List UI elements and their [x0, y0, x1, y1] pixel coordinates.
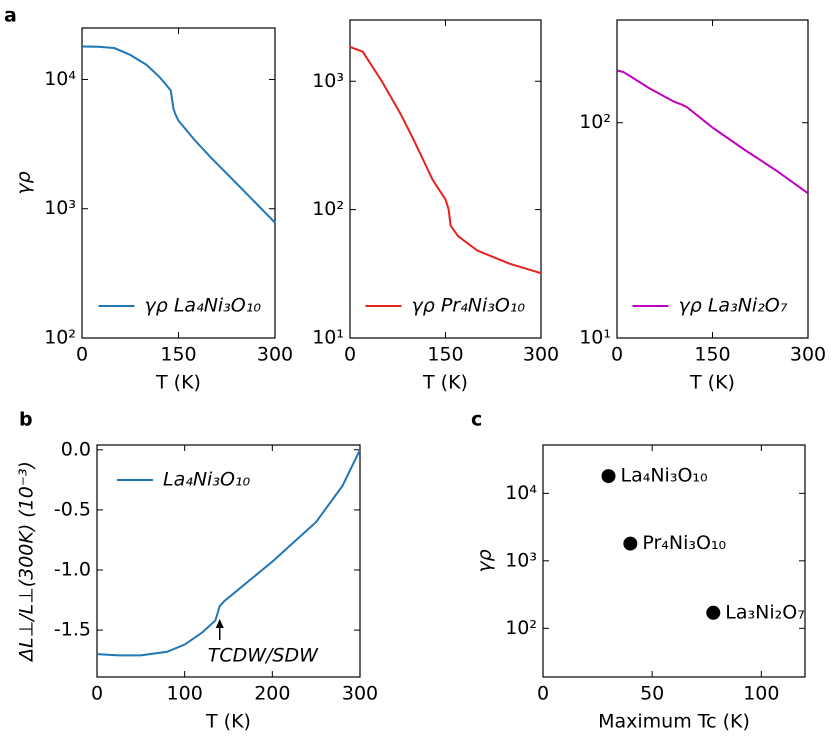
y-tick-label: 10²: [44, 327, 76, 349]
axes-frame: [349, 19, 542, 339]
x-tick-label: 200: [254, 683, 290, 705]
panel-label: c: [471, 409, 482, 431]
x-tick-label: 0: [611, 344, 623, 366]
x-tick-label: 150: [694, 344, 730, 366]
axes-frame: [96, 444, 361, 678]
legend-label: La₄Ni₃O₁₀: [163, 469, 251, 491]
x-tick-label: 150: [427, 344, 463, 366]
scatter-point: [706, 605, 721, 620]
y-tick-label: 10¹: [579, 327, 611, 349]
scatter-point: [623, 536, 638, 551]
y-tick-label: 10¹: [312, 327, 344, 349]
x-tick-label: 0: [91, 683, 103, 705]
y-axis-label: γρ: [474, 549, 496, 572]
x-axis-label: T (K): [689, 372, 735, 394]
x-tick-label: 50: [640, 683, 664, 705]
y-tick-label: -1.5: [54, 619, 91, 641]
legend-label: γρ Pr₄Ni₃O₁₀: [412, 295, 526, 317]
annotation-arrowhead: [215, 619, 224, 628]
y-tick-label: 10⁴: [505, 482, 537, 504]
y-tick-label: 10³: [44, 197, 76, 219]
x-tick-label: 300: [523, 344, 559, 366]
y-tick-label: -1.0: [54, 559, 91, 581]
x-tick-label: 0: [344, 344, 356, 366]
y-tick-label: 10²: [579, 111, 611, 133]
x-tick-label: 300: [790, 344, 826, 366]
panel-label: a: [4, 5, 17, 27]
y-tick-label: 10³: [312, 70, 344, 92]
data-line: [349, 46, 542, 275]
annotation: TCDW/SDW: [208, 645, 319, 667]
y-tick-label: 0.0: [61, 438, 91, 460]
panel-label: b: [19, 409, 33, 431]
x-tick-label: 150: [160, 344, 196, 366]
legend-label: γρ La₄Ni₃O₁₀: [145, 295, 262, 317]
y-tick-label: 10⁴: [44, 68, 76, 90]
y-tick-label: -0.5: [54, 498, 91, 520]
y-tick-label: 10³: [505, 549, 537, 571]
y-axis-label: ΔL⊥/L⊥(300K) (10⁻³): [16, 461, 38, 663]
x-axis-label: T (K): [155, 372, 201, 394]
data-line: [81, 45, 276, 224]
axes-frame: [81, 27, 276, 339]
point-label: Pr₄Ni₃O₁₀: [642, 532, 726, 554]
x-axis-label: Maximum Tc (K): [598, 711, 750, 733]
scatter-point: [601, 469, 616, 484]
point-label: La₄Ni₃O₁₀: [621, 465, 708, 487]
y-axis-label: γρ: [13, 171, 35, 194]
x-tick-label: 300: [257, 344, 293, 366]
x-tick-label: 100: [167, 683, 203, 705]
data-line: [616, 69, 809, 195]
y-tick-label: 10²: [312, 198, 344, 220]
legend-label: γρ La₃Ni₂O₇: [679, 295, 788, 317]
x-axis-label: T (K): [205, 711, 251, 733]
y-tick-label: 10²: [505, 617, 537, 639]
x-tick-label: 0: [537, 683, 549, 705]
point-label: La₃Ni₂O₇: [725, 601, 805, 623]
x-axis-label: T (K): [422, 372, 468, 394]
axes-frame: [616, 19, 809, 339]
x-tick-label: 300: [342, 683, 378, 705]
data-line: [96, 449, 361, 657]
x-tick-label: 0: [76, 344, 88, 366]
x-tick-label: 100: [743, 683, 779, 705]
